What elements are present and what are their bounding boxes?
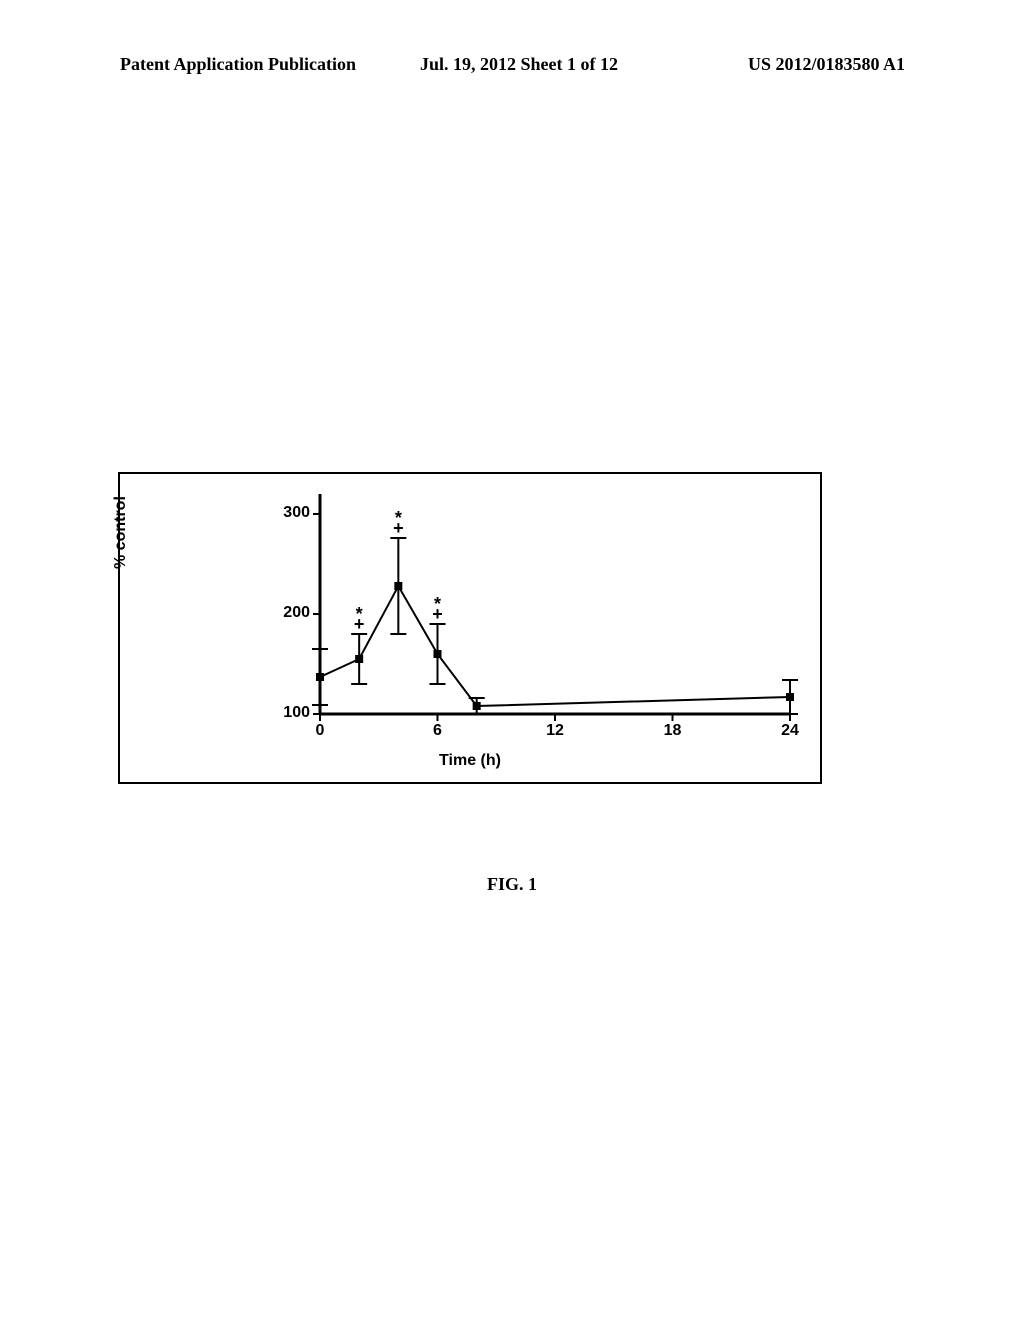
header-right-text: US 2012/0183580 A1 bbox=[748, 54, 905, 75]
significance-marker: *+ bbox=[432, 600, 443, 620]
significance-marker: *+ bbox=[393, 514, 404, 534]
y-tick-label: 200 bbox=[270, 604, 310, 622]
chart-container: % control Time (h) 10020030006121824*+*+… bbox=[118, 472, 822, 784]
x-tick-label: 12 bbox=[540, 722, 570, 740]
significance-marker: *+ bbox=[354, 610, 365, 630]
x-tick-label: 24 bbox=[775, 722, 805, 740]
y-tick-label: 300 bbox=[270, 504, 310, 522]
x-tick-label: 0 bbox=[305, 722, 335, 740]
x-tick-label: 18 bbox=[658, 722, 688, 740]
x-tick-label: 6 bbox=[423, 722, 453, 740]
figure-caption: FIG. 1 bbox=[0, 874, 1024, 895]
labels-layer: 100 200 300 0 6 12 18 24 *+ *+ *+ bbox=[120, 474, 820, 782]
header-left-text: Patent Application Publication bbox=[120, 54, 356, 75]
y-tick-label: 100 bbox=[270, 704, 310, 722]
header-center-text: Jul. 19, 2012 Sheet 1 of 12 bbox=[420, 54, 618, 75]
